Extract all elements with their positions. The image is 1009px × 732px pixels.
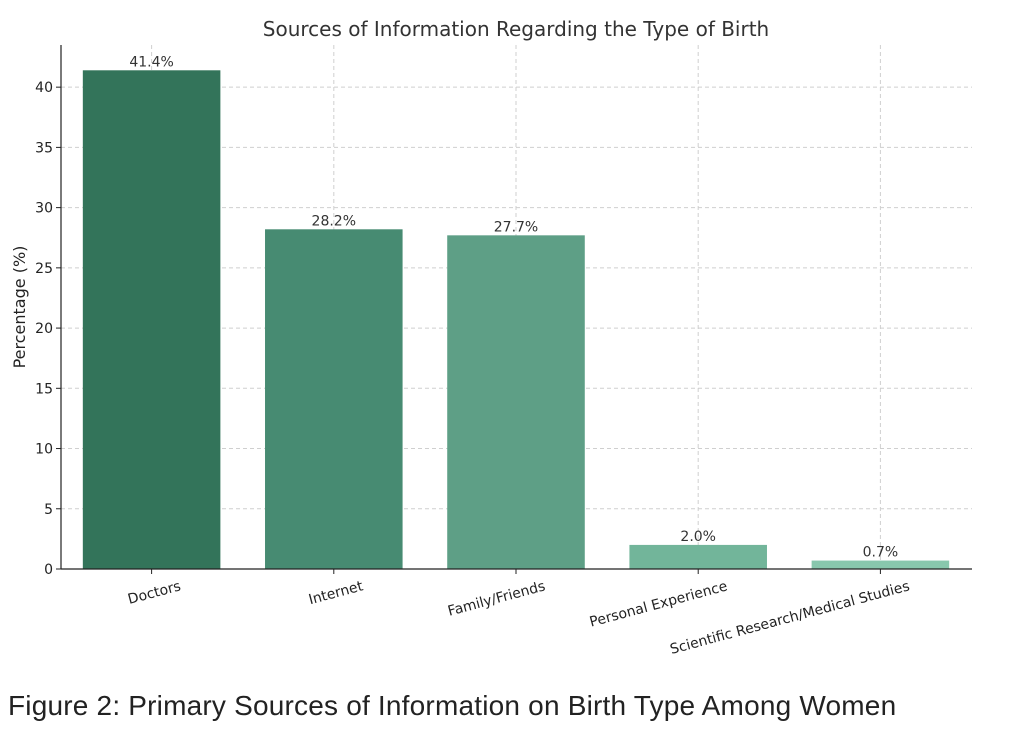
value-label: 28.2% [312, 213, 356, 229]
y-tick-label: 30 [35, 201, 53, 217]
x-ticks: Doctors Internet Family/Friends Personal Ex… [126, 569, 911, 658]
x-tick-label: Personal Experience [588, 578, 729, 630]
value-labels: 41.4% 28.2% 27.7% 2.0% 0.7% [129, 54, 898, 560]
y-tick-label: 35 [35, 140, 53, 156]
x-tick-label: Doctors [126, 578, 182, 607]
value-label: 0.7% [863, 545, 899, 561]
y-tick-label: 40 [35, 80, 53, 96]
value-label: 41.4% [129, 54, 173, 70]
bar [629, 544, 767, 569]
y-tick-label: 20 [35, 321, 53, 337]
chart-title: Sources of Information Regarding the Typ… [263, 17, 769, 41]
y-tick-label: 25 [35, 261, 53, 277]
figure-caption: Figure 2: Primary Sources of Information… [8, 690, 897, 721]
bar [811, 560, 950, 569]
value-label: 27.7% [494, 219, 538, 235]
value-label: 2.0% [680, 529, 716, 545]
y-tick-label: 10 [35, 442, 53, 458]
bar [265, 229, 403, 569]
bar [82, 70, 221, 569]
bars [82, 70, 950, 570]
y-tick-label: 0 [44, 562, 53, 578]
y-axis-label: Percentage (%) [10, 246, 29, 369]
bar-chart: Sources of Information Regarding the Typ… [10, 17, 972, 658]
y-tick-label: 15 [35, 381, 53, 397]
x-tick-label: Internet [307, 578, 365, 608]
x-tick-label: Family/Friends [446, 578, 547, 619]
bar [447, 235, 585, 570]
y-tick-label: 5 [44, 502, 53, 518]
y-ticks: 0 5 10 15 20 25 30 35 40 [35, 80, 61, 578]
